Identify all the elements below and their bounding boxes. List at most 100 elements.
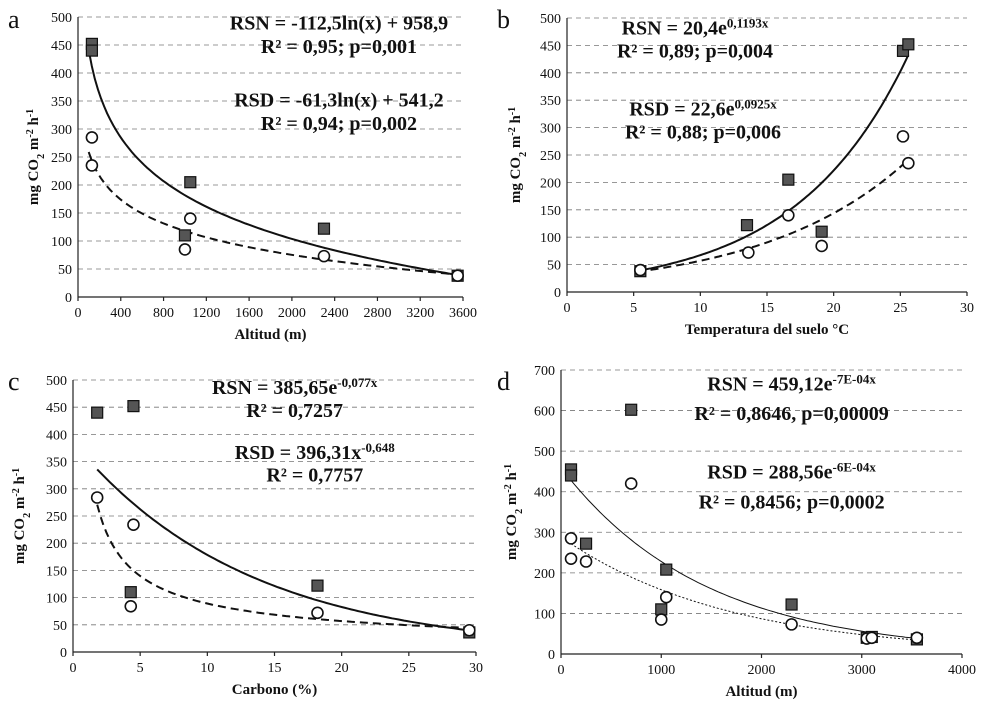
y-tick-label: 100 bbox=[46, 592, 67, 607]
x-tick-label: 3600 bbox=[449, 306, 477, 321]
point-rsd bbox=[183, 212, 197, 225]
y-tick-label: 150 bbox=[46, 564, 67, 579]
y-tick-label: 0 bbox=[60, 646, 67, 661]
y-tick-label: 0 bbox=[65, 291, 72, 306]
point-rsn bbox=[178, 229, 192, 242]
point-rsd bbox=[896, 130, 910, 143]
point-rsd bbox=[311, 606, 324, 620]
point-rsn bbox=[91, 406, 104, 419]
y-tick-label: 450 bbox=[540, 39, 561, 54]
point-rsd bbox=[85, 131, 99, 144]
point-rsn bbox=[785, 598, 798, 611]
x-tick-label: 10 bbox=[200, 661, 214, 676]
point-rsd bbox=[85, 159, 99, 172]
y-tick-label: 200 bbox=[540, 176, 561, 191]
fit-curve-rsd bbox=[570, 543, 917, 641]
point-rsd bbox=[579, 555, 593, 568]
equation-label: RSN = -112,5ln(x) + 958,9 bbox=[230, 12, 448, 34]
point-rsd bbox=[634, 263, 647, 277]
point-rsd bbox=[564, 532, 578, 545]
point-rsd bbox=[624, 477, 638, 490]
point-rsd bbox=[902, 156, 915, 170]
point-rsd bbox=[865, 631, 879, 645]
point-rsn bbox=[85, 44, 99, 57]
x-tick-label: 0 bbox=[558, 663, 565, 678]
x-tick-label: 3000 bbox=[848, 663, 876, 678]
fit-curve-rsd bbox=[637, 159, 909, 273]
point-rsd bbox=[782, 208, 795, 222]
y-tick-label: 350 bbox=[540, 94, 561, 109]
point-rsd bbox=[564, 552, 578, 565]
x-axis-label: Carbono (%) bbox=[232, 682, 317, 698]
x-axis-label: Altitud (m) bbox=[234, 327, 306, 343]
point-rsn bbox=[579, 537, 593, 550]
y-tick-label: 250 bbox=[46, 510, 67, 525]
x-axis-label: Temperatura del suelo °C bbox=[685, 322, 849, 338]
y-tick-label: 300 bbox=[51, 123, 72, 138]
y-tick-label: 350 bbox=[51, 95, 72, 110]
chart-a: 0 50 100 150 200 250 300 350 400 450 500 0 400 800 120… bbox=[8, 5, 477, 343]
point-rsd bbox=[127, 518, 140, 532]
x-tick-label: 30 bbox=[469, 661, 483, 676]
point-rsn bbox=[127, 400, 140, 413]
y-tick-label: 200 bbox=[51, 179, 72, 194]
point-rsd bbox=[178, 243, 192, 256]
y-tick-label: 100 bbox=[540, 231, 561, 246]
y-tick-label: 300 bbox=[46, 483, 67, 498]
x-tick-label: 15 bbox=[268, 661, 282, 676]
y-tick-label: 300 bbox=[534, 526, 555, 541]
point-rsn bbox=[660, 563, 673, 576]
equation-label: R² = 0,89; p=0,004 bbox=[617, 40, 773, 62]
y-tick-label: 0 bbox=[548, 648, 555, 663]
x-tick-label: 30 bbox=[960, 301, 974, 316]
equation-label: RSD = -61,3ln(x) + 541,2 bbox=[234, 90, 443, 112]
point-rsn bbox=[124, 586, 137, 599]
x-tick-label: 2800 bbox=[363, 306, 391, 321]
x-tick-label: 2000 bbox=[748, 663, 776, 678]
equation-label: RSN = 459,12e-7E-04x bbox=[707, 371, 876, 396]
x-tick-label: 2000 bbox=[278, 306, 306, 321]
y-axis-label: mg CO2 m-2 h-1 bbox=[507, 107, 529, 203]
point-rsn bbox=[902, 38, 915, 51]
y-tick-label: 450 bbox=[46, 401, 67, 416]
x-tick-label: 15 bbox=[760, 301, 774, 316]
point-rsd bbox=[317, 249, 331, 263]
y-tick-label: 400 bbox=[46, 428, 67, 443]
fit-curve-rsd bbox=[87, 151, 458, 276]
equation-label: RSD = 396,31x-0,648 bbox=[235, 439, 395, 464]
equation-label: R² = 0,94; p=0,002 bbox=[261, 113, 417, 135]
y-tick-label: 700 bbox=[534, 364, 555, 379]
panel-letter: b bbox=[497, 5, 510, 34]
y-tick-label: 350 bbox=[46, 456, 67, 471]
x-tick-label: 10 bbox=[693, 301, 707, 316]
y-tick-label: 0 bbox=[554, 286, 561, 301]
fit-curve-rsn bbox=[96, 468, 470, 632]
x-tick-label: 25 bbox=[402, 661, 416, 676]
equation-label: RSD = 288,56e-6E-04x bbox=[707, 459, 876, 484]
chart-d: 0 100 200 300 400 500 600 700 0 1000 2000 3000 4000 A… bbox=[497, 364, 976, 700]
x-tick-label: 2400 bbox=[321, 306, 349, 321]
point-rsn bbox=[625, 403, 638, 416]
point-rsn bbox=[782, 173, 795, 186]
point-rsd bbox=[785, 618, 798, 631]
fit-curve-rsn bbox=[637, 54, 910, 272]
y-tick-label: 100 bbox=[534, 607, 555, 622]
fit-curve-rsn bbox=[570, 479, 917, 639]
x-tick-label: 3200 bbox=[406, 306, 434, 321]
y-tick-label: 100 bbox=[51, 235, 72, 250]
x-tick-label: 800 bbox=[153, 306, 174, 321]
y-tick-label: 500 bbox=[46, 374, 67, 389]
point-rsn bbox=[311, 579, 324, 592]
y-tick-label: 200 bbox=[46, 537, 67, 552]
panel-letter: d bbox=[497, 367, 510, 396]
point-rsd bbox=[90, 491, 104, 504]
equation-label: R² = 0,8456; p=0,0002 bbox=[699, 491, 885, 513]
y-tick-label: 150 bbox=[51, 207, 72, 222]
fit-curve-rsn bbox=[87, 49, 458, 276]
point-rsd bbox=[815, 239, 828, 253]
fit-curve-rsd bbox=[96, 504, 470, 629]
y-tick-label: 250 bbox=[51, 151, 72, 166]
point-rsd bbox=[742, 246, 755, 259]
x-tick-label: 20 bbox=[335, 661, 349, 676]
equation-label: RSN = 20,4e0,1193x bbox=[622, 15, 769, 40]
